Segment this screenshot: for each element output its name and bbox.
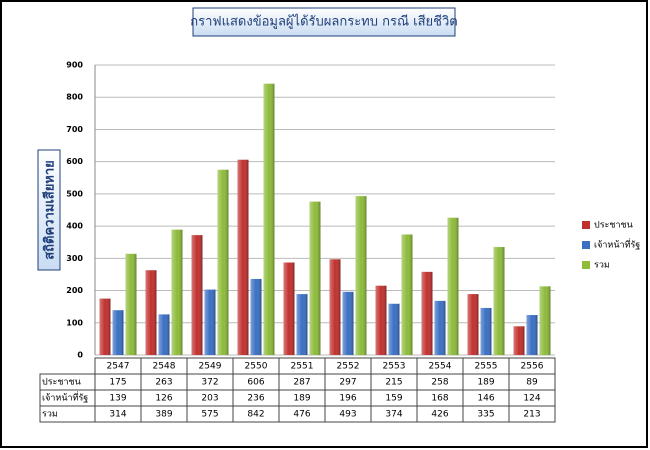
bar-shade <box>447 217 459 355</box>
bar-shade <box>112 310 124 355</box>
legend-label: รวม <box>594 261 610 271</box>
bar-shade <box>99 298 111 355</box>
table-value: 189 <box>293 394 310 404</box>
bar-shade <box>342 291 354 355</box>
y-tick-label: 600 <box>66 157 83 166</box>
table-value: 139 <box>109 394 126 404</box>
table-value: 159 <box>385 394 402 404</box>
bar-shade <box>480 307 492 355</box>
table-value: 146 <box>477 394 494 404</box>
x-tick-label: 2552 <box>337 362 360 372</box>
table-value: 606 <box>247 378 264 388</box>
bar-shade <box>125 253 137 355</box>
bar-shade <box>375 285 387 355</box>
y-tick-label: 100 <box>66 318 83 327</box>
bar-shade <box>309 201 321 355</box>
bar-shade <box>250 278 262 355</box>
table-value: 168 <box>431 394 448 404</box>
table-value: 372 <box>201 378 218 388</box>
y-tick-label: 400 <box>66 222 83 231</box>
x-tick-label: 2547 <box>107 362 130 372</box>
x-tick-label: 2553 <box>383 362 406 372</box>
bar-shade <box>513 326 525 355</box>
y-tick-label: 900 <box>66 61 83 70</box>
table-value: 287 <box>293 378 310 388</box>
legend-label: ประชาชน <box>594 221 633 231</box>
x-tick-label: 2550 <box>245 362 268 372</box>
table-row-label: เจ้าหน้าที่รัฐ <box>42 391 88 404</box>
bar-shade <box>171 229 183 355</box>
table-value: 842 <box>247 410 264 420</box>
y-tick-label: 800 <box>66 93 83 102</box>
legend-swatch <box>582 221 590 229</box>
bar-shade <box>329 259 341 355</box>
table-value: 236 <box>247 394 264 404</box>
bar-shade <box>388 303 400 355</box>
title-box <box>192 7 456 37</box>
bar-shade <box>237 159 249 355</box>
y-axis-label: สถิติความเสียหาย <box>42 160 58 260</box>
table-value: 314 <box>109 410 126 420</box>
legend-label: เจ้าหน้าที่รัฐ <box>594 238 640 251</box>
table-value: 196 <box>339 394 356 404</box>
bar-shade <box>191 235 203 355</box>
x-tick-label: 2556 <box>521 362 544 372</box>
bar-shade <box>493 247 505 355</box>
bar-shade <box>526 315 538 355</box>
y-tick-label: 0 <box>77 351 83 360</box>
table-value: 426 <box>431 410 448 420</box>
bar-shade <box>296 294 308 355</box>
bar-shade <box>355 196 367 355</box>
table-value: 476 <box>293 410 310 420</box>
table-row-label: ประชาชน <box>42 378 81 388</box>
y-tick-label: 500 <box>66 189 83 198</box>
table-value: 175 <box>109 378 126 388</box>
y-tick-label: 700 <box>66 125 83 134</box>
table-value: 575 <box>201 410 218 420</box>
y-label-box <box>37 149 61 271</box>
table-value: 126 <box>155 394 172 404</box>
bar-shade <box>158 314 170 355</box>
table-value: 124 <box>523 394 540 404</box>
x-tick-label: 2551 <box>291 362 314 372</box>
table-value: 89 <box>526 378 538 388</box>
table-value: 215 <box>385 378 402 388</box>
y-tick-label: 200 <box>66 286 83 295</box>
legend-swatch <box>582 241 590 249</box>
bar-shade <box>204 289 216 355</box>
table-value: 389 <box>155 410 172 420</box>
x-tick-label: 2554 <box>429 362 452 372</box>
table-value: 189 <box>477 378 494 388</box>
chart-title: กราฟแสดงข้อมูลผู้ได้รับผลกระทบ กรณี เสีย… <box>190 14 458 30</box>
table-value: 258 <box>431 378 448 388</box>
bar-shade <box>467 294 479 355</box>
x-tick-label: 2549 <box>199 362 222 372</box>
table-value: 203 <box>201 394 218 404</box>
bar-shade <box>217 169 229 355</box>
bar-shade <box>434 300 446 355</box>
bar-shade <box>401 234 413 355</box>
table-value: 213 <box>523 410 540 420</box>
table-value: 263 <box>155 378 172 388</box>
x-tick-label: 2555 <box>475 362 498 372</box>
bar-shade <box>263 83 275 355</box>
table-value: 493 <box>339 410 356 420</box>
bar-shade <box>145 270 157 355</box>
bar-shade <box>539 286 551 355</box>
table-value: 297 <box>339 378 356 388</box>
x-tick-label: 2548 <box>153 362 176 372</box>
bar-shade <box>283 262 295 355</box>
table-row-label: รวม <box>42 410 58 420</box>
bar-shade <box>421 271 433 355</box>
table-value: 374 <box>385 410 402 420</box>
y-tick-label: 300 <box>66 254 83 263</box>
table-value: 335 <box>477 410 494 420</box>
legend-swatch <box>582 261 590 269</box>
